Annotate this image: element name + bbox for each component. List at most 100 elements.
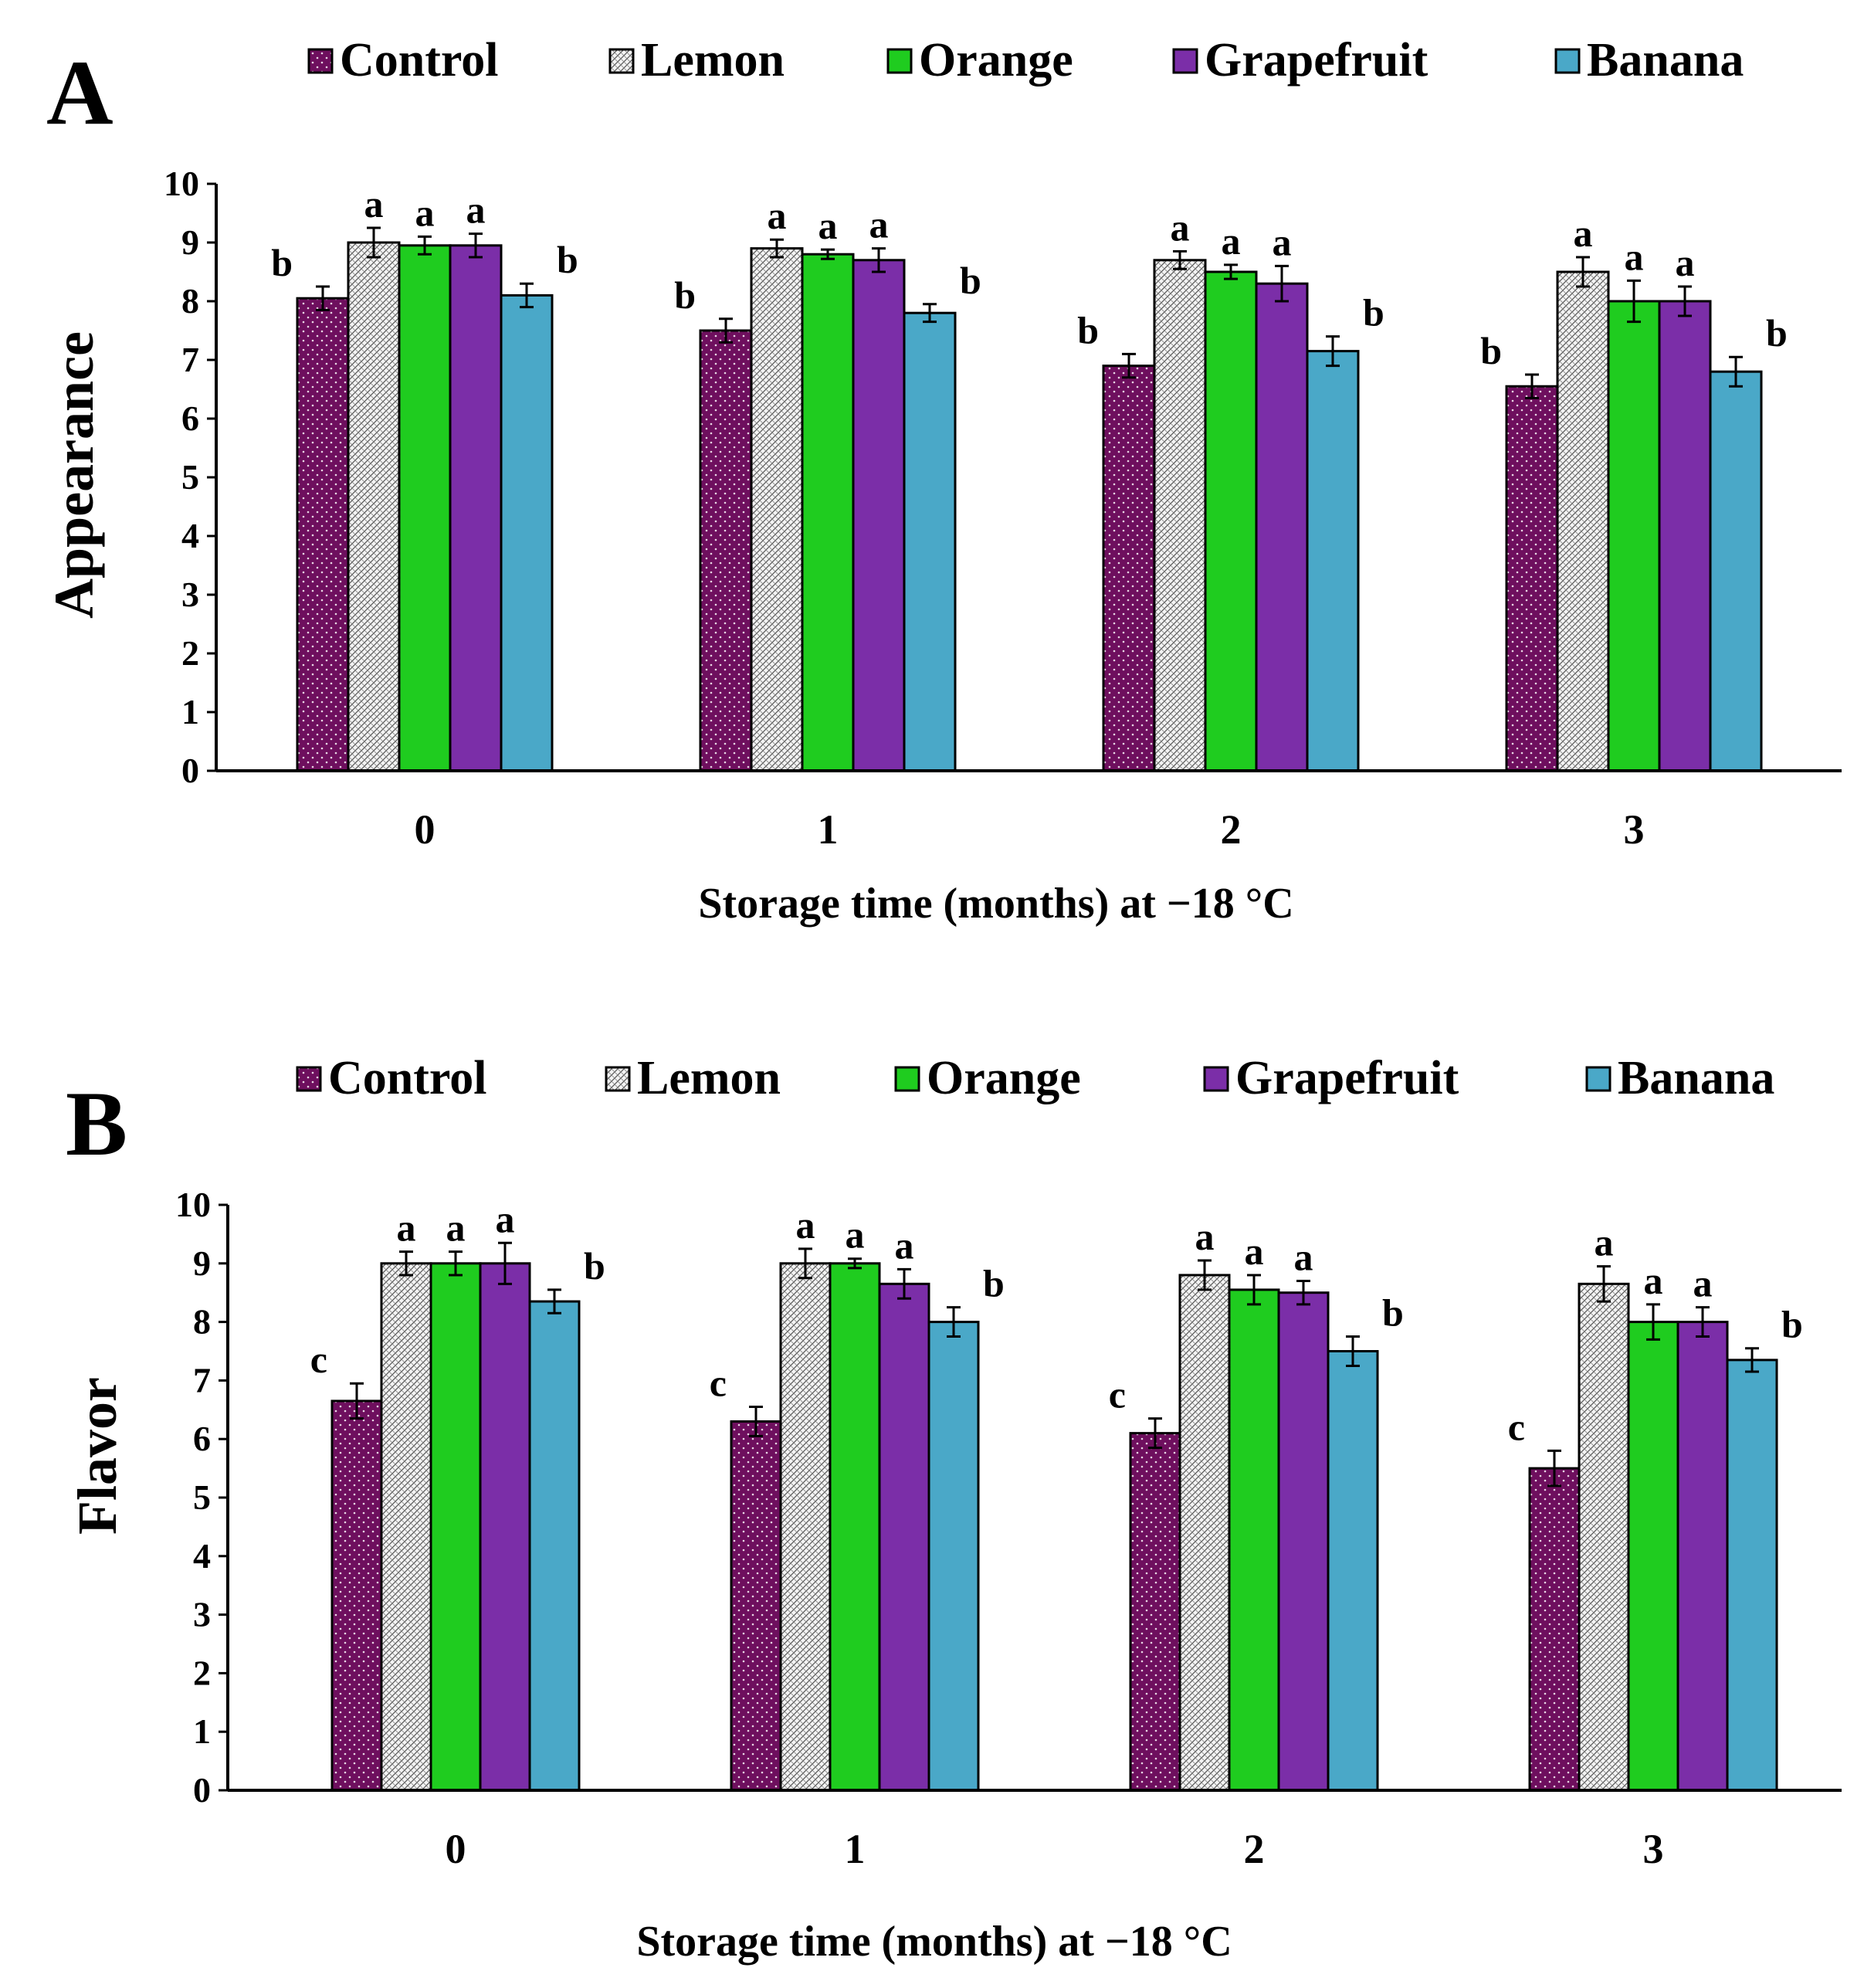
significance-letter: a bbox=[1171, 205, 1190, 249]
significance-letter: b bbox=[557, 238, 578, 281]
significance-letter: a bbox=[1676, 241, 1695, 284]
legend-swatch-lemon bbox=[605, 1066, 631, 1092]
legend-label-orange: Orange bbox=[927, 1052, 1081, 1104]
legend-swatch-orange bbox=[886, 48, 913, 74]
significance-letter: a bbox=[768, 194, 787, 237]
legend-swatch-orange bbox=[894, 1066, 920, 1092]
y-tick-label: 9 bbox=[181, 222, 199, 262]
bar-orange-month-2 bbox=[1204, 270, 1258, 772]
y-tick-label: 4 bbox=[181, 516, 199, 555]
legend-swatch-grapefruit bbox=[1172, 48, 1198, 74]
significance-letter: a bbox=[1693, 1262, 1713, 1305]
significance-letter: b bbox=[271, 241, 293, 284]
significance-letter: a bbox=[1294, 1236, 1313, 1279]
significance-letter: a bbox=[1644, 1259, 1663, 1302]
y-tick-label: 6 bbox=[181, 399, 199, 438]
bar-control-month-3 bbox=[1505, 385, 1559, 772]
significance-letter: a bbox=[869, 203, 889, 246]
bar-orange-month-3 bbox=[1627, 1321, 1679, 1792]
x-tick-label: 3 bbox=[1643, 1826, 1664, 1872]
x-tick-label: 0 bbox=[446, 1826, 466, 1872]
significance-letter: b bbox=[960, 259, 981, 302]
legend-swatch-grapefruit bbox=[1203, 1066, 1229, 1092]
bar-control-month-0 bbox=[330, 1399, 383, 1792]
bar-grapefruit-month-2 bbox=[1255, 282, 1309, 772]
legend-label-grapefruit: Grapefruit bbox=[1235, 1052, 1459, 1104]
panel-b: B Control Lemon Orange Grapefruit Banana 0 1 2 3 4… bbox=[66, 1052, 1842, 1966]
legend-swatch-control bbox=[307, 48, 334, 74]
bar-lemon-month-3 bbox=[1556, 270, 1610, 772]
bar-banana-month-1 bbox=[927, 1321, 980, 1792]
y-tick-label: 7 bbox=[193, 1360, 211, 1399]
y-tick-label: 8 bbox=[181, 281, 199, 321]
significance-letter: a bbox=[397, 1206, 416, 1250]
panel-label: B bbox=[66, 1072, 127, 1175]
significance-letter: a bbox=[364, 182, 384, 226]
bar-banana-month-2 bbox=[1327, 1350, 1379, 1792]
significance-letter: a bbox=[1273, 220, 1292, 263]
significance-letter: b bbox=[1480, 329, 1502, 372]
bar-control-month-2 bbox=[1129, 1432, 1181, 1792]
significance-letter: a bbox=[846, 1213, 865, 1257]
y-tick-label: 3 bbox=[181, 575, 199, 614]
legend-swatch-lemon bbox=[608, 48, 635, 74]
bar-lemon-month-3 bbox=[1578, 1282, 1630, 1792]
significance-letter: b bbox=[1781, 1303, 1803, 1346]
legend-swatch-banana bbox=[1554, 48, 1581, 74]
significance-letter: a bbox=[1245, 1230, 1264, 1273]
bar-grapefruit-month-1 bbox=[852, 259, 906, 772]
significance-letter: a bbox=[796, 1203, 815, 1247]
bar-orange-month-3 bbox=[1607, 300, 1661, 772]
bar-banana-month-2 bbox=[1306, 350, 1360, 772]
y-tick-label: 1 bbox=[193, 1712, 211, 1751]
y-tick-label: 0 bbox=[181, 751, 199, 790]
y-tick-label: 8 bbox=[193, 1302, 211, 1342]
legend-label-lemon: Lemon bbox=[637, 1052, 781, 1104]
bar-orange-month-0 bbox=[398, 244, 452, 772]
bar-lemon-month-1 bbox=[779, 1262, 832, 1792]
x-tick-label: 2 bbox=[1244, 1826, 1265, 1872]
legend-swatch-banana bbox=[1585, 1066, 1612, 1092]
significance-letter: a bbox=[1595, 1221, 1614, 1264]
x-axis-label: Storage time (months) at −18 °C bbox=[636, 1918, 1232, 1966]
bar-control-month-0 bbox=[296, 297, 350, 772]
legend-label-orange: Orange bbox=[919, 34, 1073, 87]
bar-grapefruit-month-0 bbox=[479, 1262, 531, 1792]
significance-letter: c bbox=[1109, 1373, 1126, 1416]
bar-control-month-2 bbox=[1102, 365, 1156, 772]
bar-banana-month-0 bbox=[528, 1300, 581, 1792]
y-tick-label: 7 bbox=[181, 340, 199, 379]
bar-grapefruit-month-0 bbox=[449, 244, 503, 772]
legend-label-control: Control bbox=[340, 34, 499, 87]
bar-lemon-month-2 bbox=[1153, 259, 1207, 772]
significance-letter: b bbox=[983, 1262, 1005, 1305]
legend-label-lemon: Lemon bbox=[641, 34, 785, 87]
significance-letter: c bbox=[310, 1338, 327, 1381]
x-axis-label: Storage time (months) at −18 °C bbox=[698, 880, 1293, 928]
bar-grapefruit-month-3 bbox=[1676, 1321, 1729, 1792]
legend-label-control: Control bbox=[328, 1052, 487, 1104]
significance-letter: a bbox=[818, 204, 838, 247]
y-axis-label: Appearance bbox=[43, 331, 105, 619]
y-tick-label: 9 bbox=[193, 1243, 211, 1283]
bar-lemon-month-0 bbox=[380, 1262, 432, 1792]
bar-banana-month-0 bbox=[500, 293, 554, 772]
y-tick-label: 10 bbox=[164, 164, 199, 203]
significance-letter: a bbox=[415, 191, 435, 234]
significance-letter: a bbox=[1625, 235, 1644, 278]
y-tick-label: 6 bbox=[193, 1419, 211, 1458]
bar-banana-month-3 bbox=[1726, 1359, 1778, 1792]
x-tick-label: 3 bbox=[1624, 806, 1645, 853]
significance-letter: c bbox=[710, 1362, 727, 1405]
legend-swatch-control bbox=[296, 1066, 322, 1092]
significance-letter: b bbox=[1077, 308, 1099, 351]
y-tick-label: 4 bbox=[193, 1536, 211, 1576]
bar-lemon-month-2 bbox=[1178, 1274, 1231, 1792]
y-tick-label: 5 bbox=[193, 1477, 211, 1517]
bar-banana-month-1 bbox=[903, 311, 957, 772]
panel-a: A Control Lemon Orange Grapefruit Banana 0 1 2 3 4… bbox=[43, 34, 1842, 928]
bar-grapefruit-month-2 bbox=[1277, 1291, 1330, 1792]
bar-lemon-month-1 bbox=[750, 247, 804, 772]
y-tick-label: 5 bbox=[181, 457, 199, 497]
